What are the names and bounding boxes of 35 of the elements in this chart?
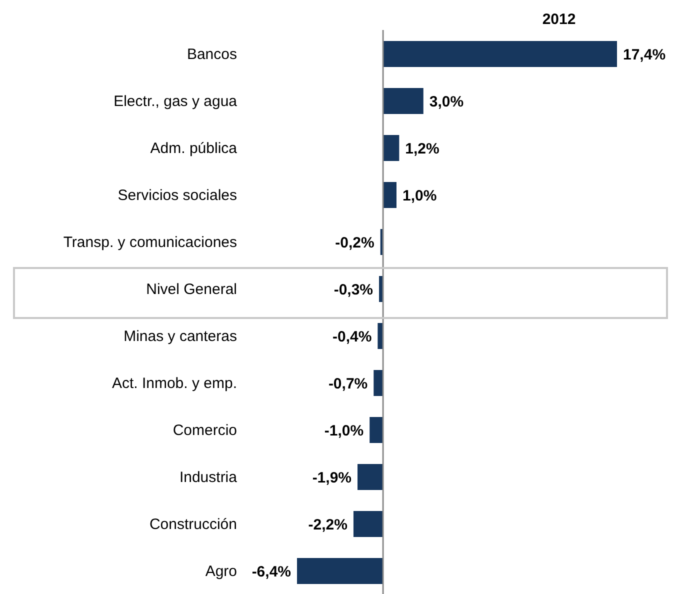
y-tick-label: Construcción	[149, 516, 237, 533]
data-label: -0,3%	[334, 281, 374, 298]
data-label: -1,0%	[324, 422, 364, 440]
bar	[374, 370, 384, 396]
bar	[358, 464, 384, 490]
bar	[353, 511, 384, 537]
data-label: -1,9%	[312, 469, 352, 486]
data-label: -0,2%	[335, 234, 374, 252]
y-tick-label: Act. Inmob. y emp.	[112, 374, 237, 392]
bar	[383, 182, 396, 208]
bar	[378, 323, 384, 349]
y-tick-label: Minas y canteras	[124, 328, 237, 345]
y-tick-label: Transp. y comunicaciones	[63, 234, 237, 251]
y-tick-label: Comercio	[172, 422, 237, 439]
data-label: -0,7%	[328, 375, 368, 392]
data-label: 1,0%	[402, 187, 437, 204]
y-tick-label: Agro	[205, 562, 237, 580]
data-label: -0,4%	[332, 328, 372, 346]
bar	[370, 417, 384, 443]
data-label: 1,2%	[405, 140, 440, 158]
chart-title: 2012	[542, 11, 576, 28]
data-label: -2,2%	[308, 516, 348, 534]
data-label: -6,4%	[252, 563, 291, 580]
bar	[383, 88, 424, 114]
y-tick-label: Bancos	[186, 46, 237, 63]
y-tick-label: Electr., gas y agua	[114, 92, 238, 110]
bar	[383, 41, 617, 67]
y-tick-label: Adm. pública	[150, 140, 238, 157]
bar	[297, 558, 384, 584]
data-label: 17,4%	[623, 46, 666, 64]
data-label: 3,0%	[429, 93, 464, 110]
bar	[383, 135, 400, 161]
y-tick-label: Industria	[179, 468, 238, 486]
y-tick-label: Nivel General	[146, 280, 237, 298]
y-tick-label: Servicios sociales	[118, 186, 237, 204]
